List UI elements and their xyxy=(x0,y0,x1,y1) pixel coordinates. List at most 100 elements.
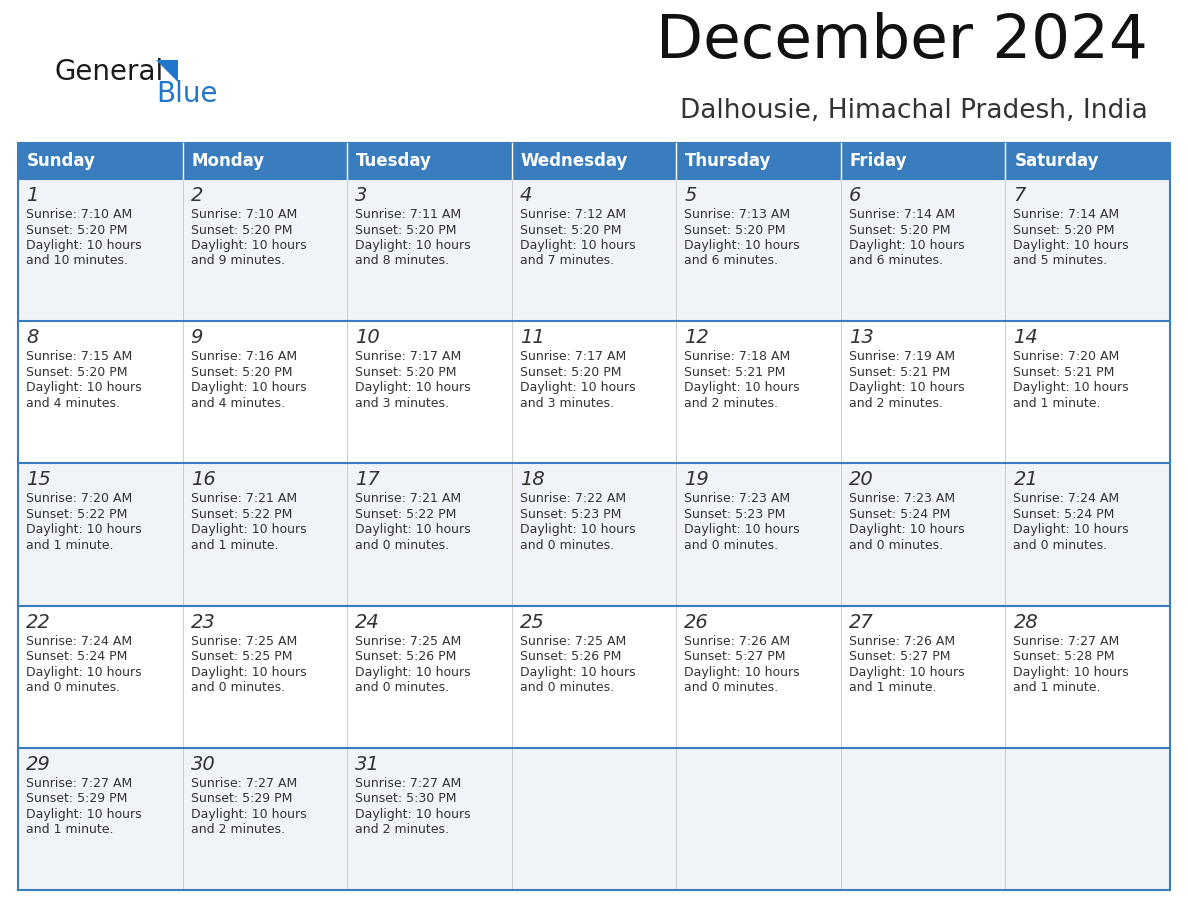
Text: Sunset: 5:23 PM: Sunset: 5:23 PM xyxy=(684,508,785,521)
Text: Sunset: 5:20 PM: Sunset: 5:20 PM xyxy=(519,223,621,237)
Text: 11: 11 xyxy=(519,329,544,347)
Text: Sunrise: 7:25 AM: Sunrise: 7:25 AM xyxy=(190,634,297,647)
Text: 19: 19 xyxy=(684,470,709,489)
Text: Sunrise: 7:14 AM: Sunrise: 7:14 AM xyxy=(1013,208,1119,221)
Text: Friday: Friday xyxy=(849,152,908,170)
Text: Sunset: 5:20 PM: Sunset: 5:20 PM xyxy=(26,365,127,379)
Text: and 0 minutes.: and 0 minutes. xyxy=(849,539,943,552)
Text: 22: 22 xyxy=(26,612,51,632)
Text: Sunset: 5:21 PM: Sunset: 5:21 PM xyxy=(1013,365,1114,379)
Text: Blue: Blue xyxy=(156,80,217,108)
Bar xyxy=(18,321,1170,464)
Text: 28: 28 xyxy=(1013,612,1038,632)
Text: Sunday: Sunday xyxy=(27,152,96,170)
Text: Daylight: 10 hours: Daylight: 10 hours xyxy=(26,808,141,821)
Text: Sunset: 5:28 PM: Sunset: 5:28 PM xyxy=(1013,650,1114,663)
Text: Daylight: 10 hours: Daylight: 10 hours xyxy=(26,666,141,678)
Text: Daylight: 10 hours: Daylight: 10 hours xyxy=(849,239,965,252)
Bar xyxy=(1005,143,1170,179)
Text: Sunrise: 7:18 AM: Sunrise: 7:18 AM xyxy=(684,350,790,364)
Text: Sunrise: 7:12 AM: Sunrise: 7:12 AM xyxy=(519,208,626,221)
Text: Sunrise: 7:11 AM: Sunrise: 7:11 AM xyxy=(355,208,461,221)
Text: Sunrise: 7:15 AM: Sunrise: 7:15 AM xyxy=(26,350,132,364)
Text: Daylight: 10 hours: Daylight: 10 hours xyxy=(190,808,307,821)
Text: Sunrise: 7:27 AM: Sunrise: 7:27 AM xyxy=(26,777,132,789)
Text: Daylight: 10 hours: Daylight: 10 hours xyxy=(190,239,307,252)
Text: and 9 minutes.: and 9 minutes. xyxy=(190,254,285,267)
Text: 18: 18 xyxy=(519,470,544,489)
Bar xyxy=(347,143,512,179)
Text: 25: 25 xyxy=(519,612,544,632)
Text: Sunset: 5:25 PM: Sunset: 5:25 PM xyxy=(190,650,292,663)
Text: and 0 minutes.: and 0 minutes. xyxy=(684,539,778,552)
Text: 30: 30 xyxy=(190,755,215,774)
Text: and 1 minute.: and 1 minute. xyxy=(26,539,114,552)
Text: Sunrise: 7:16 AM: Sunrise: 7:16 AM xyxy=(190,350,297,364)
Text: and 1 minute.: and 1 minute. xyxy=(190,539,278,552)
Text: Daylight: 10 hours: Daylight: 10 hours xyxy=(355,381,470,394)
Text: Sunrise: 7:27 AM: Sunrise: 7:27 AM xyxy=(1013,634,1119,647)
Text: 29: 29 xyxy=(26,755,51,774)
Text: 20: 20 xyxy=(849,470,873,489)
Text: and 2 minutes.: and 2 minutes. xyxy=(684,397,778,409)
Text: Sunset: 5:20 PM: Sunset: 5:20 PM xyxy=(190,365,292,379)
Text: Daylight: 10 hours: Daylight: 10 hours xyxy=(190,666,307,678)
Text: Daylight: 10 hours: Daylight: 10 hours xyxy=(355,666,470,678)
Text: Sunset: 5:20 PM: Sunset: 5:20 PM xyxy=(190,223,292,237)
Text: 3: 3 xyxy=(355,186,367,205)
Text: 9: 9 xyxy=(190,329,203,347)
Text: Sunrise: 7:25 AM: Sunrise: 7:25 AM xyxy=(519,634,626,647)
Text: and 0 minutes.: and 0 minutes. xyxy=(684,681,778,694)
Text: Daylight: 10 hours: Daylight: 10 hours xyxy=(1013,381,1129,394)
Text: Daylight: 10 hours: Daylight: 10 hours xyxy=(684,666,800,678)
Text: Sunset: 5:21 PM: Sunset: 5:21 PM xyxy=(684,365,785,379)
Text: Sunrise: 7:25 AM: Sunrise: 7:25 AM xyxy=(355,634,461,647)
Text: General: General xyxy=(55,58,164,86)
Text: Thursday: Thursday xyxy=(685,152,772,170)
Text: Sunrise: 7:20 AM: Sunrise: 7:20 AM xyxy=(26,492,132,506)
Text: 8: 8 xyxy=(26,329,38,347)
Bar xyxy=(676,143,841,179)
Text: Sunrise: 7:21 AM: Sunrise: 7:21 AM xyxy=(355,492,461,506)
Text: 6: 6 xyxy=(849,186,861,205)
Text: Tuesday: Tuesday xyxy=(356,152,432,170)
Text: 10: 10 xyxy=(355,329,380,347)
Text: 21: 21 xyxy=(1013,470,1038,489)
Bar xyxy=(183,143,347,179)
Text: Sunset: 5:24 PM: Sunset: 5:24 PM xyxy=(1013,508,1114,521)
Text: and 4 minutes.: and 4 minutes. xyxy=(26,397,120,409)
Text: Daylight: 10 hours: Daylight: 10 hours xyxy=(849,523,965,536)
Text: Sunrise: 7:19 AM: Sunrise: 7:19 AM xyxy=(849,350,955,364)
Text: Daylight: 10 hours: Daylight: 10 hours xyxy=(1013,239,1129,252)
Text: and 2 minutes.: and 2 minutes. xyxy=(849,397,943,409)
Text: Sunrise: 7:27 AM: Sunrise: 7:27 AM xyxy=(355,777,461,789)
Text: and 1 minute.: and 1 minute. xyxy=(1013,681,1101,694)
Text: Sunrise: 7:23 AM: Sunrise: 7:23 AM xyxy=(849,492,955,506)
Text: Sunrise: 7:24 AM: Sunrise: 7:24 AM xyxy=(1013,492,1119,506)
Text: Daylight: 10 hours: Daylight: 10 hours xyxy=(684,381,800,394)
Bar xyxy=(18,143,183,179)
Text: Sunset: 5:20 PM: Sunset: 5:20 PM xyxy=(849,223,950,237)
Text: Dalhousie, Himachal Pradesh, India: Dalhousie, Himachal Pradesh, India xyxy=(681,98,1148,124)
Text: Daylight: 10 hours: Daylight: 10 hours xyxy=(519,523,636,536)
Text: Daylight: 10 hours: Daylight: 10 hours xyxy=(849,666,965,678)
Text: Sunset: 5:26 PM: Sunset: 5:26 PM xyxy=(355,650,456,663)
Text: and 7 minutes.: and 7 minutes. xyxy=(519,254,614,267)
Text: 15: 15 xyxy=(26,470,51,489)
Text: 24: 24 xyxy=(355,612,380,632)
Text: Sunset: 5:29 PM: Sunset: 5:29 PM xyxy=(190,792,292,805)
Text: Daylight: 10 hours: Daylight: 10 hours xyxy=(519,381,636,394)
Text: and 0 minutes.: and 0 minutes. xyxy=(190,681,285,694)
Text: and 0 minutes.: and 0 minutes. xyxy=(355,681,449,694)
Text: Sunset: 5:20 PM: Sunset: 5:20 PM xyxy=(26,223,127,237)
Text: and 1 minute.: and 1 minute. xyxy=(849,681,936,694)
Text: December 2024: December 2024 xyxy=(656,12,1148,71)
Text: Sunset: 5:23 PM: Sunset: 5:23 PM xyxy=(519,508,621,521)
Text: 4: 4 xyxy=(519,186,532,205)
Text: Daylight: 10 hours: Daylight: 10 hours xyxy=(519,239,636,252)
Bar xyxy=(18,179,1170,321)
Text: Sunset: 5:20 PM: Sunset: 5:20 PM xyxy=(355,365,456,379)
Text: Sunrise: 7:14 AM: Sunrise: 7:14 AM xyxy=(849,208,955,221)
Text: and 8 minutes.: and 8 minutes. xyxy=(355,254,449,267)
Text: Sunrise: 7:23 AM: Sunrise: 7:23 AM xyxy=(684,492,790,506)
